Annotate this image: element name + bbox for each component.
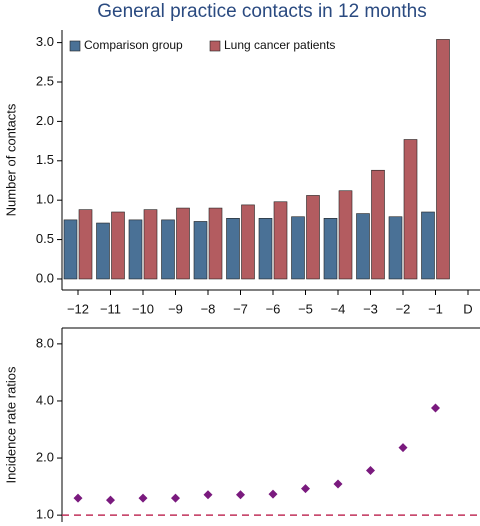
legend-label: Lung cancer patients	[224, 38, 335, 52]
y-tick-label: 1.0	[36, 507, 54, 522]
x-tick-label: −9	[168, 301, 183, 316]
y-axis-label: Incidence rate ratios	[3, 366, 18, 484]
bar	[128, 219, 143, 280]
y-tick-label: 1.0	[36, 192, 54, 207]
point	[268, 489, 278, 499]
point	[301, 484, 310, 494]
bar	[193, 221, 208, 280]
bar	[371, 169, 385, 280]
bar	[176, 207, 190, 280]
chart-title: General practice contacts in 12 months	[97, 1, 427, 22]
bar	[96, 222, 110, 280]
bar	[258, 218, 273, 280]
bar	[291, 216, 305, 280]
bar	[421, 211, 435, 280]
point	[106, 495, 115, 505]
bar	[388, 216, 403, 280]
y-tick-label: 4.0	[36, 392, 54, 407]
y-axis-label: Number of contacts	[3, 103, 18, 216]
bar	[63, 219, 78, 280]
point	[171, 493, 180, 503]
y-tick-label: 2.5	[36, 73, 54, 88]
x-tick-label: −2	[396, 301, 411, 316]
bar	[161, 219, 175, 280]
bar	[306, 195, 320, 280]
x-tick-label: −7	[233, 301, 248, 316]
bar	[111, 211, 125, 280]
bar	[143, 209, 158, 280]
legend-swatch	[209, 40, 221, 52]
y-tick-label: 1.5	[36, 152, 54, 167]
bar	[403, 139, 418, 280]
bar	[273, 201, 288, 280]
x-tick-label: −1	[428, 301, 443, 316]
x-tick-label: −4	[331, 301, 346, 316]
y-tick-label: 2.0	[36, 113, 54, 128]
y-tick-label: 0.0	[36, 270, 54, 285]
bar	[323, 218, 338, 280]
bar	[78, 209, 93, 280]
point	[366, 465, 375, 475]
legend-swatch	[69, 40, 81, 52]
x-tick-label: −12	[67, 301, 89, 316]
bar	[208, 207, 223, 280]
x-tick-label: −3	[363, 301, 378, 316]
legend-label: Comparison group	[84, 38, 183, 52]
y-tick-label: 2.0	[36, 449, 54, 464]
bar	[226, 218, 240, 280]
point	[333, 479, 343, 489]
point	[398, 443, 408, 453]
y-tick-label: 0.5	[36, 231, 54, 246]
bar	[338, 190, 353, 280]
y-tick-label: 8.0	[36, 335, 54, 350]
point	[138, 493, 148, 503]
point	[203, 490, 213, 500]
x-tick-label: −5	[298, 301, 313, 316]
point	[431, 403, 440, 413]
y-tick-label: 3.0	[36, 34, 54, 49]
point	[73, 493, 83, 503]
bar	[241, 204, 255, 280]
x-tick-label: −8	[201, 301, 216, 316]
bar	[436, 39, 450, 280]
x-tick-label: −10	[132, 301, 154, 316]
bar	[356, 213, 370, 280]
x-tick-label: −11	[100, 301, 121, 316]
x-tick-label: D	[463, 301, 472, 316]
x-tick-label: −6	[266, 301, 281, 316]
point	[236, 490, 245, 500]
